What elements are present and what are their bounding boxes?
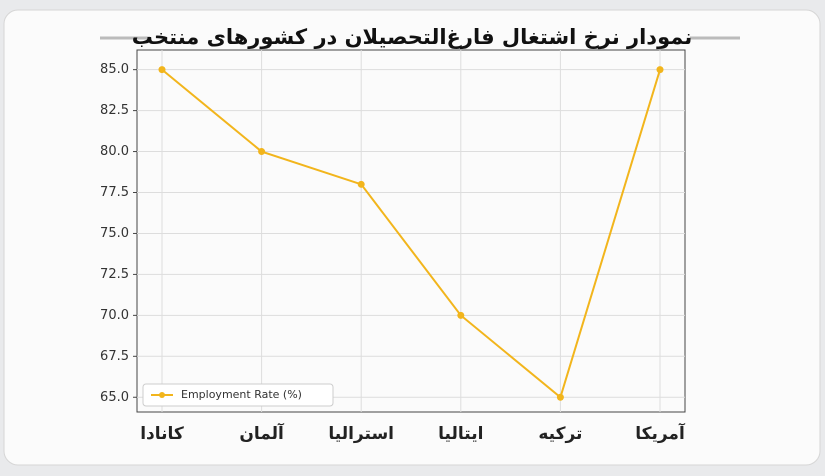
legend-box — [142, 383, 334, 407]
plot-frame — [136, 49, 686, 413]
y-tick-label: 85.0 — [100, 62, 129, 77]
legend-swatch-dot — [159, 392, 165, 398]
x-tick-label: آمریکا — [635, 422, 686, 444]
card — [3, 9, 821, 466]
x-tick-label: کانادا — [140, 424, 184, 444]
y-tick-label: 67.5 — [100, 349, 129, 364]
x-tick-label: ترکیه — [538, 424, 582, 444]
x-tick-label: آلمان — [239, 422, 285, 444]
series-line — [161, 68, 661, 399]
data-point — [158, 66, 166, 74]
y-tick-label: 82.5 — [100, 103, 129, 118]
data-point — [357, 180, 365, 188]
data-point — [258, 148, 266, 156]
legend-label: Employment Rate (%) — [181, 388, 302, 401]
y-tick-label: 77.5 — [100, 185, 129, 200]
y-tick-label: 80.0 — [100, 144, 129, 159]
y-tick-label: 72.5 — [100, 267, 129, 282]
data-point — [656, 66, 664, 74]
y-tick-label: 75.0 — [100, 226, 129, 241]
x-tick-label: ایتالیا — [438, 424, 483, 444]
chart-title: نمودار نرخ اشتغال فارغ‌التحصیلان در کشور… — [132, 25, 692, 49]
data-point — [556, 393, 564, 401]
y-tick-label: 65.0 — [100, 390, 129, 405]
x-tick-label: استرالیا — [328, 424, 394, 444]
y-tick-label: 70.0 — [100, 308, 129, 323]
data-point — [457, 311, 465, 319]
